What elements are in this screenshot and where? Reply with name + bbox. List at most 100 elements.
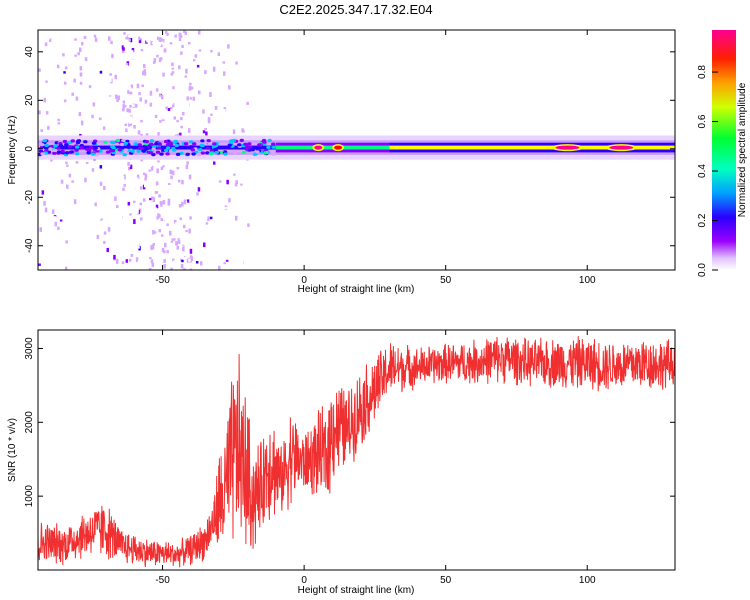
noise-speck [158, 229, 161, 233]
noise-speck [151, 244, 155, 250]
noise-speck [134, 42, 137, 46]
noise-speck [63, 81, 67, 85]
noise-speck [149, 102, 153, 107]
noise-speck [138, 208, 142, 213]
ridge-texture [64, 151, 70, 155]
noise-speck [47, 265, 51, 268]
noise-speck [170, 99, 174, 105]
noise-speck [154, 207, 157, 210]
noise-speck [137, 229, 140, 232]
noise-speck [176, 246, 179, 250]
noise-speck [125, 171, 128, 175]
colorbar: 0.0 0.2 0.4 0.6 0.8 Normalized spectral ampl… [697, 30, 748, 277]
noise-speck [154, 112, 157, 117]
noise-speck [219, 249, 223, 254]
noise-speck [132, 240, 135, 244]
noise-speck [133, 125, 136, 129]
ridge-texture [56, 150, 62, 154]
ridge-texture [70, 139, 76, 143]
noise-speck [96, 127, 99, 131]
noise-speck [162, 127, 165, 130]
noise-speck [121, 231, 124, 237]
spectrogram-y-tick-label: 20 [24, 94, 35, 106]
noise-speck [203, 242, 206, 248]
noise-speck [190, 99, 194, 105]
noise-speck [183, 174, 187, 180]
noise-speck [54, 221, 57, 227]
spectrogram-frame [37, 29, 676, 271]
noise-speck [174, 131, 177, 135]
noise-speck [174, 222, 178, 226]
noise-speck [78, 213, 81, 219]
ridge-texture [91, 141, 97, 145]
noise-speck [166, 60, 169, 65]
ridge-texture [58, 144, 64, 148]
noise-speck [98, 129, 101, 134]
noise-speck [187, 227, 190, 232]
noise-speck [181, 251, 184, 254]
noise-speck [124, 101, 127, 106]
noise-speck [130, 70, 133, 76]
noise-speck [122, 93, 125, 96]
noise-speck [151, 196, 154, 200]
noise-speck [214, 80, 217, 83]
noise-speck [73, 78, 76, 83]
spectrogram-x-ticks: -50 0 50 100 [155, 30, 596, 286]
noise-speck [181, 201, 184, 207]
noise-speck [133, 184, 136, 189]
noise-speck [192, 112, 196, 117]
noise-speck [80, 120, 84, 126]
noise-speck [138, 230, 142, 235]
noise-speck [129, 104, 132, 108]
noise-speck [135, 64, 138, 68]
noise-speck [44, 42, 48, 47]
noise-speck [135, 249, 139, 252]
noise-speck [163, 129, 167, 135]
ridge-texture [183, 142, 189, 146]
ridge-texture [94, 153, 99, 157]
noise-speck [126, 53, 129, 56]
noise-speck [74, 38, 77, 41]
noise-speck [46, 206, 49, 212]
noise-speck [140, 221, 143, 226]
ridge-texture [247, 142, 252, 146]
noise-speck [63, 219, 67, 224]
noise-speck [242, 75, 245, 80]
noise-speck [233, 173, 236, 176]
spectrogram-y-ticks: -40 -20 0 20 40 [24, 46, 675, 253]
noise-speck [160, 95, 164, 100]
noise-speck [75, 96, 79, 101]
noise-speck [164, 242, 167, 248]
noise-speck [162, 131, 165, 134]
noise-speck [114, 31, 118, 35]
noise-speck [162, 39, 165, 43]
noise-speck [225, 128, 228, 131]
noise-speck [189, 97, 193, 100]
noise-speck [162, 118, 165, 122]
noise-speck [38, 169, 42, 173]
noise-speck [199, 53, 203, 58]
noise-speck [142, 133, 145, 137]
noise-speck [144, 99, 148, 104]
noise-speck [159, 37, 163, 42]
noise-speck [144, 184, 147, 188]
ridge-texture [206, 139, 211, 143]
noise-speck [228, 198, 231, 203]
ridge-texture [48, 147, 53, 151]
noise-speck [162, 42, 166, 46]
colorbar-tick-label: 0.8 [697, 65, 708, 79]
ridge-texture [40, 152, 45, 156]
noise-speck [207, 126, 210, 131]
noise-speck [60, 179, 64, 184]
noise-speck [126, 118, 129, 123]
noise-speck [178, 38, 182, 41]
noise-speck [143, 69, 146, 74]
noise-speck [76, 56, 79, 61]
noise-speck [235, 215, 238, 221]
noise-speck [126, 108, 129, 113]
noise-speck [122, 104, 125, 109]
noise-speck [145, 133, 149, 137]
snr-panel: -50 0 50 100 1000 2000 3000 Height of straigh… [7, 329, 676, 596]
noise-speck [66, 184, 69, 190]
ridge-texture [179, 151, 184, 155]
